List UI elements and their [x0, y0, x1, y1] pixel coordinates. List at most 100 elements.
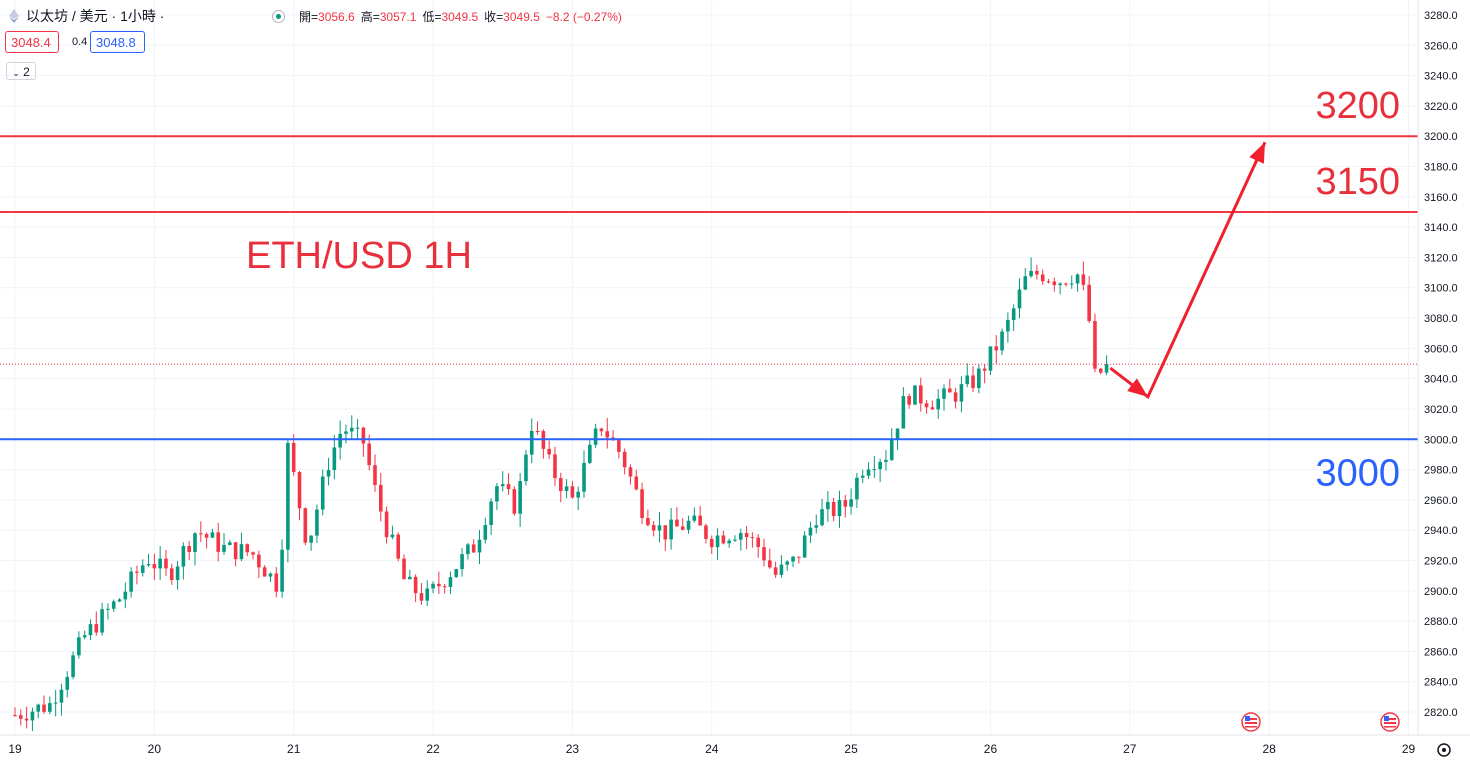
candle-body — [837, 500, 842, 517]
candle-body — [1040, 274, 1045, 282]
candle-body — [152, 564, 157, 569]
candle-body — [442, 586, 447, 588]
candle-body — [849, 499, 853, 507]
candle-body — [913, 385, 917, 405]
gear-icon[interactable] — [1437, 743, 1451, 757]
candle-body — [204, 534, 209, 538]
candle-body — [756, 537, 760, 548]
candle-body — [797, 556, 801, 558]
candle-body — [344, 431, 348, 434]
candle-body — [309, 535, 313, 543]
price-tick-label: 2820.0 — [1424, 707, 1458, 719]
candle-body — [948, 388, 952, 393]
forecast-path[interactable] — [1109, 141, 1267, 400]
candle-body — [1000, 331, 1004, 351]
us-flag-event-icon[interactable] — [1241, 712, 1261, 732]
us-flag-event-icon[interactable] — [1380, 712, 1400, 732]
candle-body — [698, 515, 702, 526]
ohlc-legend: 開= 3056.6 高= 3057.1 低= 3049.5 收= 3049.5 −8.2… — [272, 8, 628, 25]
ohlc-key-open: 開= — [299, 10, 319, 24]
ohlc-high: 3057.1 — [379, 9, 417, 24]
candle-body — [709, 538, 714, 548]
candle-body — [378, 484, 383, 512]
candle-body — [582, 462, 586, 492]
price-tick-label: 2940.0 — [1424, 525, 1458, 537]
candle-body — [100, 609, 104, 633]
candle-body — [471, 544, 476, 553]
candle-body — [953, 392, 958, 402]
candle-body — [82, 635, 87, 638]
candle-body — [373, 465, 377, 485]
price-tick-label: 3160.0 — [1424, 192, 1458, 204]
candle-body — [448, 577, 453, 587]
ohlc-open: 3056.6 — [318, 9, 355, 24]
event-markers — [1241, 712, 1400, 732]
indicators-toggle[interactable]: ⌄ 2 — [6, 62, 36, 80]
candle-body — [495, 486, 499, 502]
price-tick-label: 2900.0 — [1424, 586, 1458, 598]
price-axis: 2820.0 2840.0 2860.0 2880.0 2900.0 2920.0 2940… — [1417, 0, 1470, 765]
candle-body — [622, 451, 627, 468]
candle-body — [977, 368, 981, 389]
candle-body — [59, 689, 64, 703]
candle-body — [175, 566, 180, 581]
candle-body — [733, 539, 737, 541]
candle-body — [48, 703, 52, 712]
candle-body — [750, 537, 755, 539]
candle-body — [402, 558, 406, 580]
candle-body — [413, 576, 418, 594]
time-tick-label: 26 — [984, 742, 998, 756]
candle-body — [593, 428, 598, 445]
indicators-count: 2 — [23, 65, 30, 79]
candle-body — [692, 515, 697, 521]
candle-body — [245, 544, 250, 553]
time-tick-label: 29 — [1402, 742, 1416, 756]
candle-body — [129, 571, 133, 592]
candle-body — [843, 500, 848, 507]
time-tick-label: 28 — [1262, 742, 1276, 756]
candle-body — [1046, 281, 1051, 283]
candle-body — [355, 427, 360, 429]
candle-body — [936, 398, 940, 410]
candle-body — [657, 525, 662, 531]
candle-body — [982, 368, 987, 371]
candle-body — [315, 509, 319, 536]
candle-body — [146, 564, 151, 566]
candle-body — [367, 443, 371, 466]
candle-body — [680, 526, 685, 530]
candle-body — [1098, 368, 1103, 373]
candle-body — [216, 532, 221, 552]
candle-body — [24, 718, 29, 721]
candle-body — [454, 569, 459, 578]
candle-body — [1035, 270, 1039, 275]
price-tick-label: 3220.0 — [1424, 101, 1458, 113]
time-tick-label: 23 — [566, 742, 580, 756]
candle-body — [320, 476, 325, 510]
candle-body — [628, 467, 633, 477]
time-tick-label: 27 — [1123, 742, 1137, 756]
buy-button[interactable]: 3048.8 — [90, 31, 145, 53]
arrowhead-icon — [1127, 378, 1148, 397]
candle-body — [529, 430, 534, 455]
candle-body — [884, 459, 888, 462]
price-tick-label: 3040.0 — [1424, 374, 1458, 386]
price-tick-label: 3200.0 — [1424, 131, 1458, 143]
market-status-icon[interactable] — [272, 10, 285, 23]
candle-body — [257, 554, 261, 568]
sell-button[interactable]: 3048.4 — [5, 31, 59, 53]
price-tick-label: 3140.0 — [1424, 222, 1458, 234]
candle-body — [1029, 270, 1033, 277]
price-tick-label: 2880.0 — [1424, 616, 1458, 628]
candle-body — [123, 591, 128, 600]
candle-body — [384, 511, 389, 538]
symbol-header[interactable]: 以太坊 / 美元 · 1小時 · — [8, 6, 164, 26]
candle-body — [553, 454, 557, 479]
candle-body — [605, 431, 610, 438]
candle-body — [94, 624, 99, 633]
candle-body — [715, 535, 720, 548]
level-annotation: 3000 — [1315, 452, 1400, 494]
chevron-down-icon: ⌄ — [12, 68, 20, 78]
price-tick-label: 2840.0 — [1424, 677, 1458, 689]
candle-body — [262, 567, 267, 577]
